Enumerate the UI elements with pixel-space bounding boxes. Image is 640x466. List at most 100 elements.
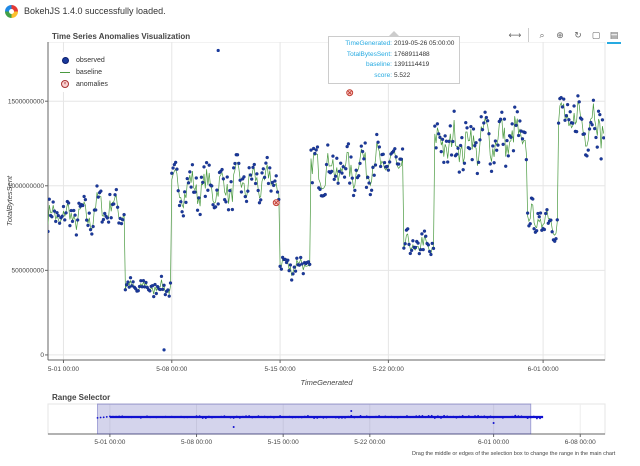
- observed-point[interactable]: [438, 135, 442, 140]
- observed-point[interactable]: [50, 215, 54, 219]
- observed-point[interactable]: [90, 232, 94, 236]
- observed-point[interactable]: [228, 188, 232, 193]
- range-selector-chart[interactable]: 5-01 00:00 5-08 00:00 5-15 00:00 5-22 00:00…: [0, 402, 640, 452]
- observed-point[interactable]: [385, 164, 389, 169]
- observed-point[interactable]: [523, 130, 527, 135]
- observed-point[interactable]: [429, 252, 433, 257]
- observed-point[interactable]: [181, 214, 186, 218]
- observed-point[interactable]: [484, 115, 489, 120]
- observed-point[interactable]: [293, 269, 298, 273]
- observed-point[interactable]: [264, 161, 268, 165]
- observed-point[interactable]: [513, 105, 517, 109]
- observed-point[interactable]: [556, 121, 561, 125]
- observed-point[interactable]: [154, 291, 158, 296]
- observed-point[interactable]: [443, 134, 447, 138]
- observed-point[interactable]: [500, 110, 504, 114]
- observed-point[interactable]: [215, 188, 219, 192]
- observed-point[interactable]: [122, 212, 126, 217]
- observed-point[interactable]: [532, 227, 536, 231]
- observed-point[interactable]: [479, 115, 483, 119]
- observed-point[interactable]: [478, 138, 482, 142]
- observed-point[interactable]: [255, 172, 259, 176]
- observed-point[interactable]: [313, 151, 317, 156]
- observed-point[interactable]: [491, 144, 495, 148]
- observed-point[interactable]: [103, 211, 107, 216]
- observed-point[interactable]: [292, 265, 296, 269]
- observed-point[interactable]: [55, 211, 59, 215]
- observed-point[interactable]: [48, 197, 51, 201]
- observed-point[interactable]: [480, 127, 485, 132]
- observed-point[interactable]: [474, 141, 478, 145]
- observed-point[interactable]: [68, 224, 72, 228]
- observed-point[interactable]: [376, 140, 380, 144]
- observed-point[interactable]: [326, 143, 330, 147]
- observed-point[interactable]: [247, 166, 251, 170]
- observed-point[interactable]: [426, 243, 431, 247]
- observed-point[interactable]: [340, 171, 344, 175]
- observed-point[interactable]: [602, 136, 605, 140]
- observed-point[interactable]: [141, 279, 146, 283]
- observed-point[interactable]: [571, 121, 575, 125]
- observed-point[interactable]: [113, 193, 117, 197]
- observed-point[interactable]: [198, 212, 202, 217]
- observed-point[interactable]: [582, 132, 587, 136]
- observed-point[interactable]: [363, 141, 367, 145]
- observed-point[interactable]: [430, 241, 434, 246]
- observed-point[interactable]: [348, 181, 352, 185]
- observed-point[interactable]: [554, 237, 558, 241]
- observed-point[interactable]: [471, 127, 476, 131]
- observed-point[interactable]: [239, 190, 244, 194]
- observed-point[interactable]: [175, 167, 179, 171]
- observed-point[interactable]: [300, 262, 304, 266]
- observed-point[interactable]: [114, 187, 118, 192]
- observed-point[interactable]: [599, 157, 603, 161]
- observed-point[interactable]: [257, 201, 262, 205]
- observed-point[interactable]: [96, 195, 100, 199]
- observed-point[interactable]: [148, 289, 152, 293]
- observed-point[interactable]: [47, 229, 50, 234]
- observed-point[interactable]: [486, 119, 490, 123]
- observed-point[interactable]: [206, 188, 210, 192]
- observed-point[interactable]: [66, 201, 71, 205]
- anomaly-point[interactable]: [272, 199, 280, 207]
- observed-point[interactable]: [411, 239, 415, 243]
- observed-point[interactable]: [262, 175, 267, 180]
- observed-point[interactable]: [52, 209, 57, 213]
- observed-point[interactable]: [565, 102, 570, 107]
- observed-point[interactable]: [336, 181, 340, 185]
- observed-point[interactable]: [333, 174, 338, 178]
- observed-point[interactable]: [94, 208, 98, 212]
- observed-point[interactable]: [309, 148, 313, 152]
- observed-point[interactable]: [339, 161, 343, 165]
- observed-point[interactable]: [216, 48, 220, 53]
- observed-point[interactable]: [275, 190, 280, 194]
- wheel-zoom-tool-icon[interactable]: ⊕: [556, 29, 564, 40]
- observed-point[interactable]: [434, 146, 438, 150]
- observed-point[interactable]: [244, 199, 249, 204]
- observed-point[interactable]: [549, 218, 553, 222]
- observed-point[interactable]: [422, 229, 427, 233]
- observed-point[interactable]: [516, 133, 521, 138]
- observed-point[interactable]: [76, 218, 80, 222]
- observed-point[interactable]: [184, 200, 188, 205]
- observed-point[interactable]: [128, 276, 133, 280]
- observed-point[interactable]: [598, 113, 602, 117]
- observed-point[interactable]: [106, 220, 111, 224]
- observed-point[interactable]: [515, 110, 519, 114]
- observed-point[interactable]: [256, 188, 260, 193]
- observed-point[interactable]: [590, 123, 594, 127]
- observed-point[interactable]: [194, 176, 198, 180]
- observed-point[interactable]: [85, 218, 89, 222]
- observed-point[interactable]: [473, 143, 477, 148]
- observed-point[interactable]: [211, 203, 215, 207]
- observed-point[interactable]: [153, 282, 157, 287]
- observed-point[interactable]: [427, 249, 432, 254]
- observed-point[interactable]: [190, 163, 195, 167]
- observed-point[interactable]: [381, 152, 385, 156]
- observed-point[interactable]: [394, 155, 398, 159]
- observed-point[interactable]: [74, 233, 79, 237]
- observed-point[interactable]: [483, 110, 487, 114]
- observed-point[interactable]: [127, 285, 131, 289]
- observed-point[interactable]: [290, 278, 294, 282]
- observed-point[interactable]: [88, 228, 93, 232]
